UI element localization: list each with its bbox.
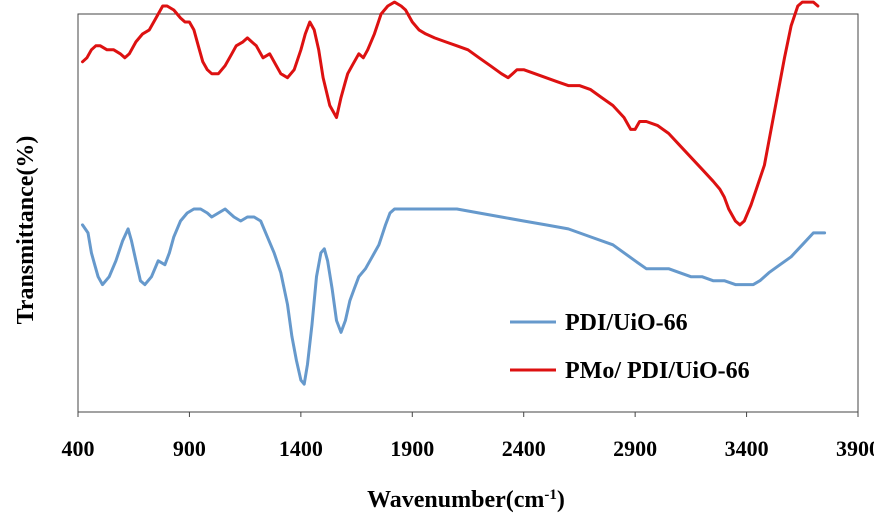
- x-tick-labels: 400 900 1400 1900 2400 2900 3400 3900: [62, 412, 874, 461]
- series-lines: [81, 0, 827, 386]
- x-tick-label: 900: [173, 436, 206, 461]
- x-axis-title-sup: -1: [544, 487, 557, 503]
- series-line-pmo-pdi-uio66: [81, 0, 820, 227]
- x-tick-label: 1400: [279, 436, 323, 461]
- x-tick-label: 3400: [725, 436, 769, 461]
- x-axis-title: Wavenumber(cm-1): [367, 487, 565, 513]
- series-line-pdi-uio66: [81, 207, 827, 386]
- x-axis-title-close: ): [557, 487, 565, 513]
- y-axis-title: Transmittance(%): [13, 136, 39, 325]
- legend-label-pmo-pdi-uio66: PMo/ PDI/UiO-66: [565, 358, 750, 384]
- legend: PDI/UiO-66 PMo/ PDI/UiO-66: [510, 310, 750, 384]
- x-tick-label: 1900: [390, 436, 434, 461]
- x-tick-label: 400: [62, 436, 95, 461]
- x-tick-label: 3900: [836, 436, 874, 461]
- legend-label-pdi-uio66: PDI/UiO-66: [565, 310, 688, 336]
- plot-frame: [77, 13, 859, 413]
- x-tick-label: 2900: [613, 436, 657, 461]
- x-axis-title-main: Wavenumber(cm: [367, 487, 544, 513]
- x-tick-label: 2400: [502, 436, 546, 461]
